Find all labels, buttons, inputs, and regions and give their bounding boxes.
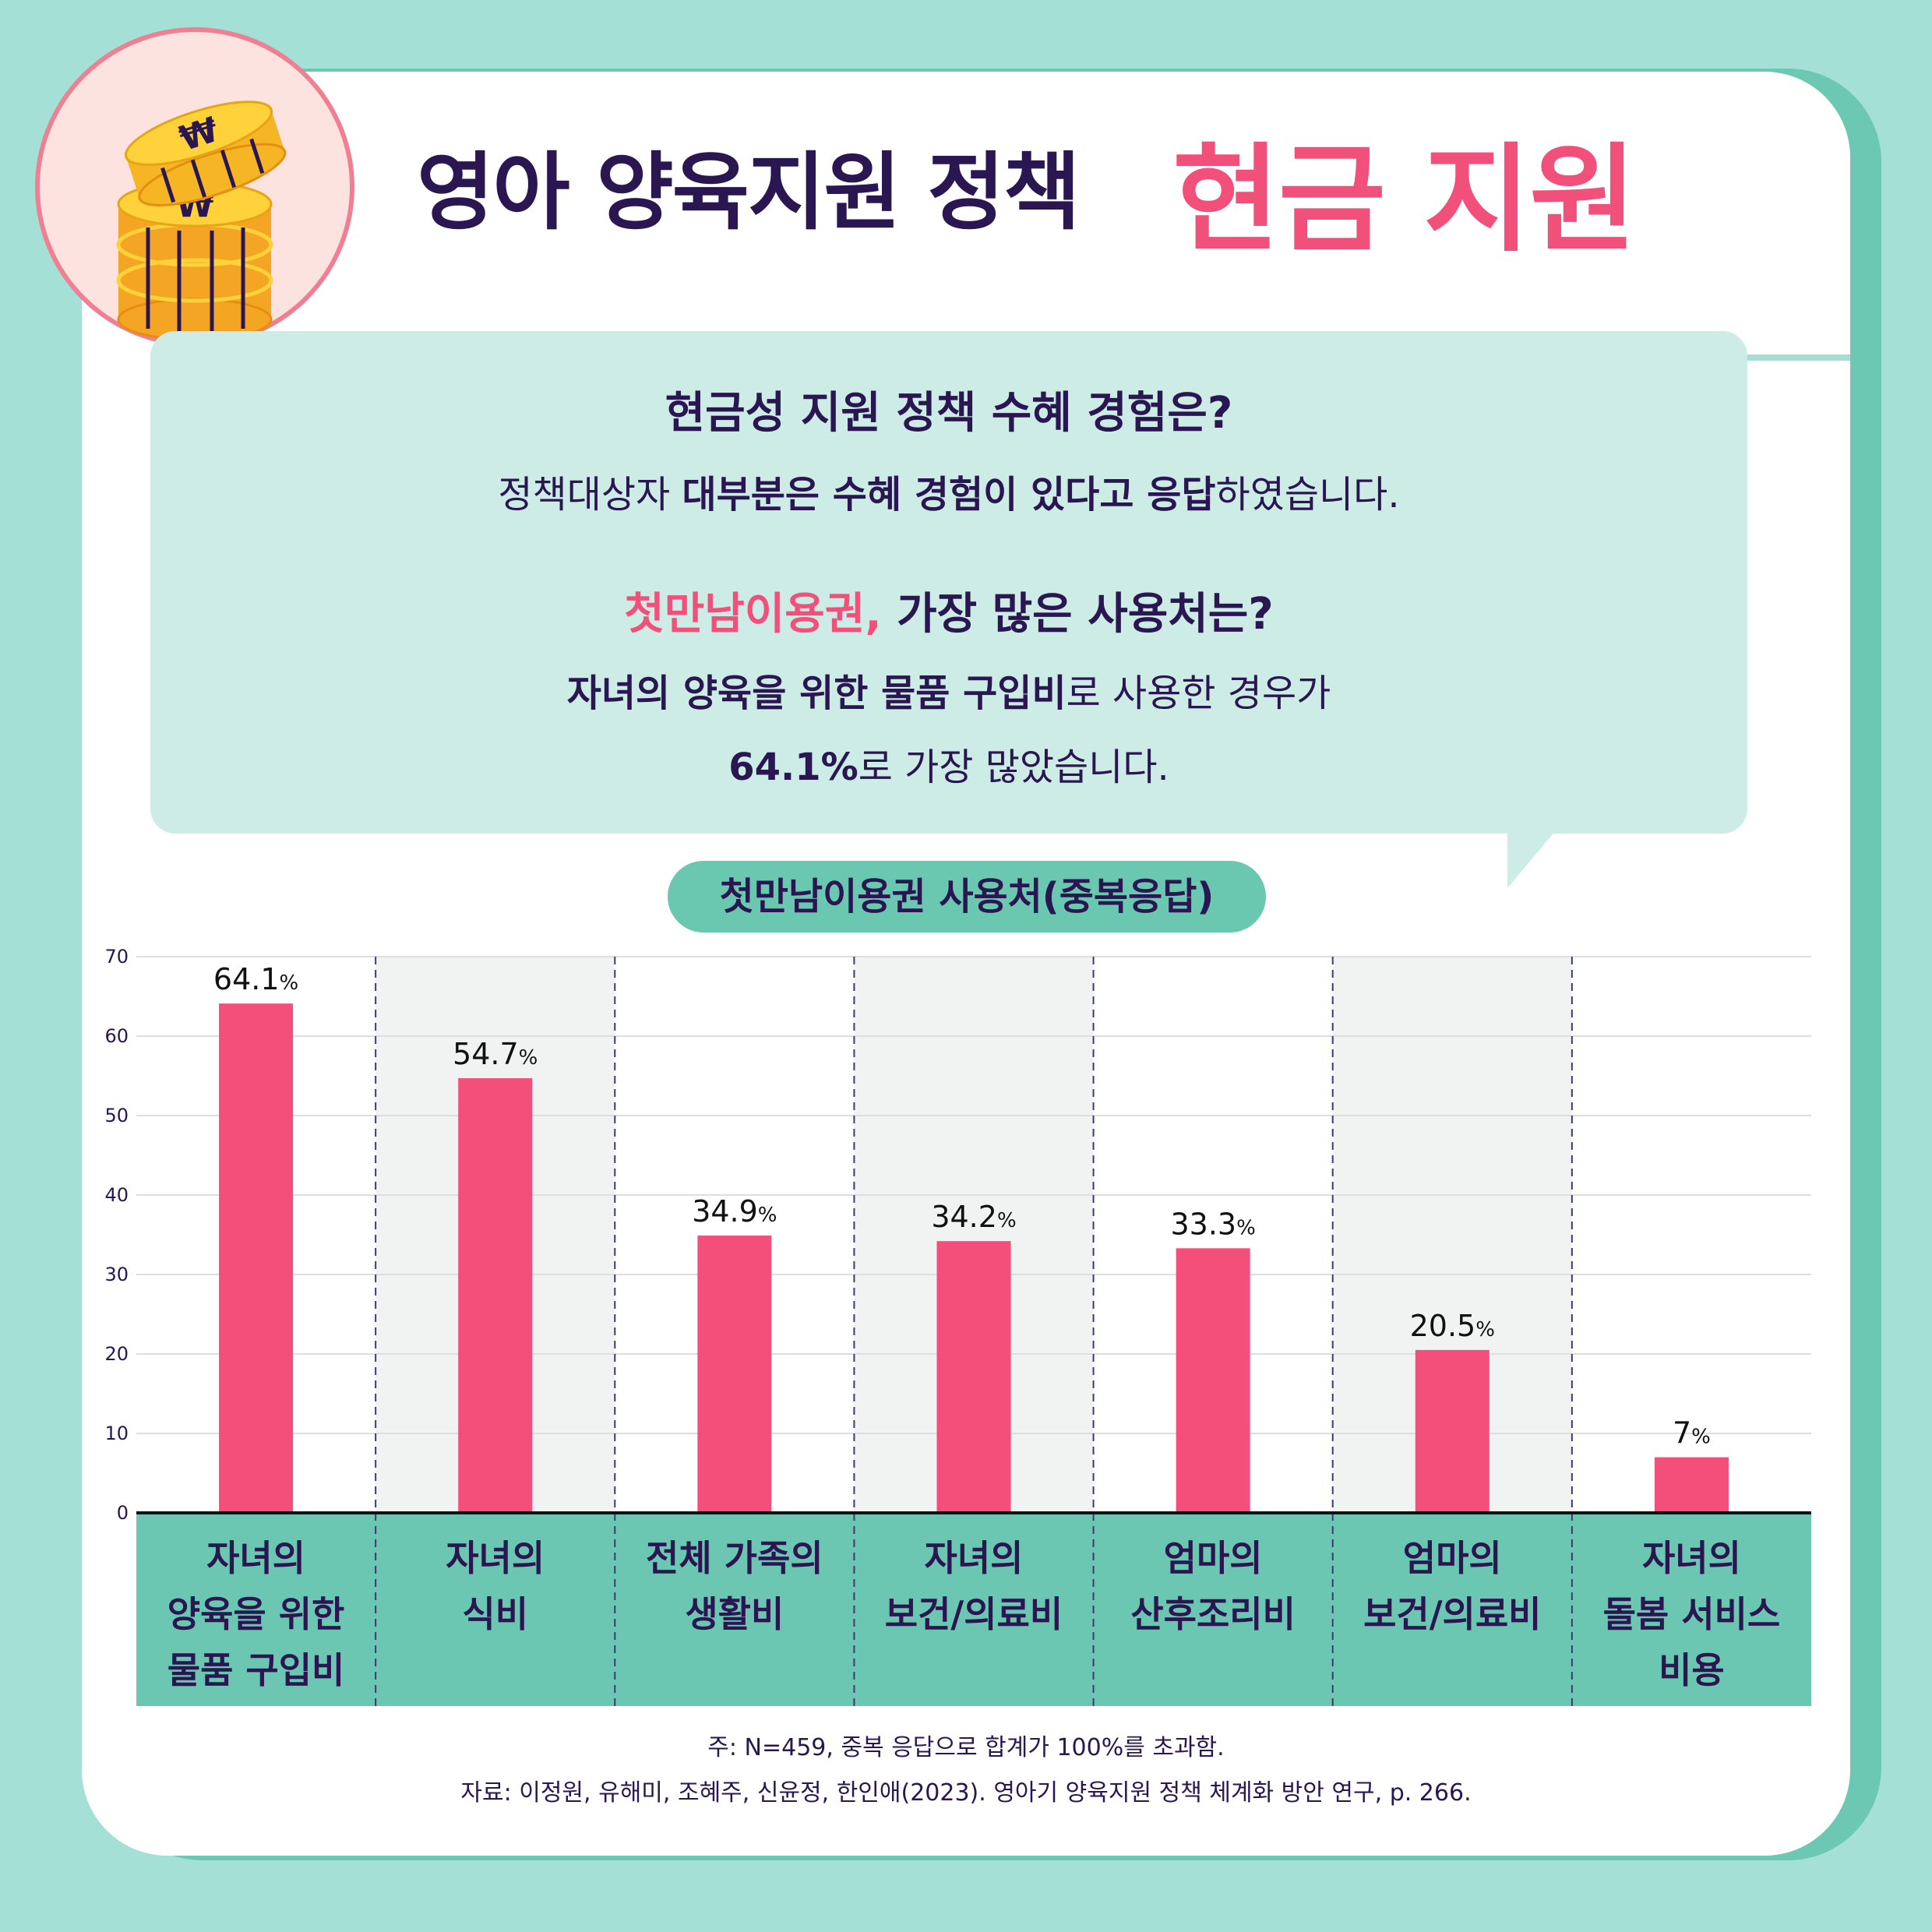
coin-stack-badge: ₩ ₩ <box>35 27 354 347</box>
category-label: 비용 <box>1659 1649 1725 1691</box>
chart-title: 첫만남이용권 사용처(중복응답) <box>668 861 1266 933</box>
answer-3: 64.1%로 가장 많았습니다. <box>728 746 1169 789</box>
y-tick-label: 60 <box>104 1025 129 1047</box>
question-2: 첫만남이용권, 가장 많은 사용처는? <box>624 589 1274 640</box>
category-label: 보건/의료비 <box>1363 1593 1541 1635</box>
y-tick-label: 20 <box>104 1343 129 1365</box>
y-tick-label: 0 <box>117 1502 129 1524</box>
value-label: 34.9% <box>692 1194 777 1229</box>
page-title-accent: 현금 지원 <box>1172 132 1637 268</box>
source-citation: 자료: 이정원, 유해미, 조혜주, 신윤정, 한인애(2023). 영아기 양… <box>460 1779 1472 1807</box>
category-label: 식비 <box>462 1593 528 1635</box>
footnote: 주: N=459, 중복 응답으로 합계가 100%를 초과함. <box>707 1734 1225 1761</box>
bar <box>936 1241 1011 1513</box>
bar <box>1415 1349 1490 1513</box>
answer-1: 정책대상자 대부분은 수혜 경험이 있다고 응답하였습니다. <box>498 473 1400 516</box>
category-label: 엄마의 <box>1403 1537 1502 1579</box>
value-label: 33.3% <box>1170 1207 1255 1241</box>
category-label: 산후조리비 <box>1130 1593 1296 1635</box>
category-label: 보건/의료비 <box>885 1593 1063 1635</box>
category-label: 자녀의 <box>446 1537 545 1579</box>
y-tick-label: 50 <box>104 1105 129 1126</box>
category-label: 양육을 위한 <box>167 1593 345 1635</box>
category-label: 엄마의 <box>1164 1537 1263 1579</box>
y-tick-label: 10 <box>104 1423 129 1444</box>
coin-stack-icon: ₩ ₩ <box>116 100 287 341</box>
bar <box>219 1003 294 1513</box>
category-label: 자녀의 <box>206 1537 305 1579</box>
y-tick-label: 30 <box>104 1264 129 1285</box>
y-tick-label: 40 <box>104 1184 129 1206</box>
speech-bubble-tail <box>1507 830 1556 888</box>
value-label: 34.2% <box>931 1200 1016 1234</box>
speech-bubble: 현금성 지원 정책 수혜 경험은? 정책대상자 대부분은 수혜 경험이 있다고 … <box>150 331 1747 834</box>
category-label: 전체 가족의 <box>646 1537 823 1579</box>
bar <box>1176 1248 1250 1513</box>
category-label: 생활비 <box>685 1593 784 1635</box>
category-band <box>136 1513 1811 1706</box>
category-label: 자녀의 <box>1642 1537 1741 1579</box>
value-label: 54.7% <box>453 1037 538 1071</box>
value-label: 20.5% <box>1410 1309 1495 1343</box>
page-title: 영아 양육지원 정책 <box>417 144 1081 242</box>
bar <box>458 1078 533 1513</box>
value-label: 64.1% <box>213 962 298 996</box>
question-1: 현금성 지원 정책 수혜 경험은? <box>665 388 1233 439</box>
category-label: 자녀의 <box>925 1537 1024 1579</box>
category-label: 물품 구입비 <box>167 1649 345 1691</box>
answer-2: 자녀의 양육을 위한 물품 구입비로 사용한 경우가 <box>566 672 1331 715</box>
category-label: 돌봄 서비스 <box>1603 1593 1781 1635</box>
y-tick-label: 70 <box>104 946 129 968</box>
value-label: 7% <box>1673 1416 1711 1451</box>
bar <box>1654 1457 1729 1513</box>
bar <box>697 1236 772 1513</box>
